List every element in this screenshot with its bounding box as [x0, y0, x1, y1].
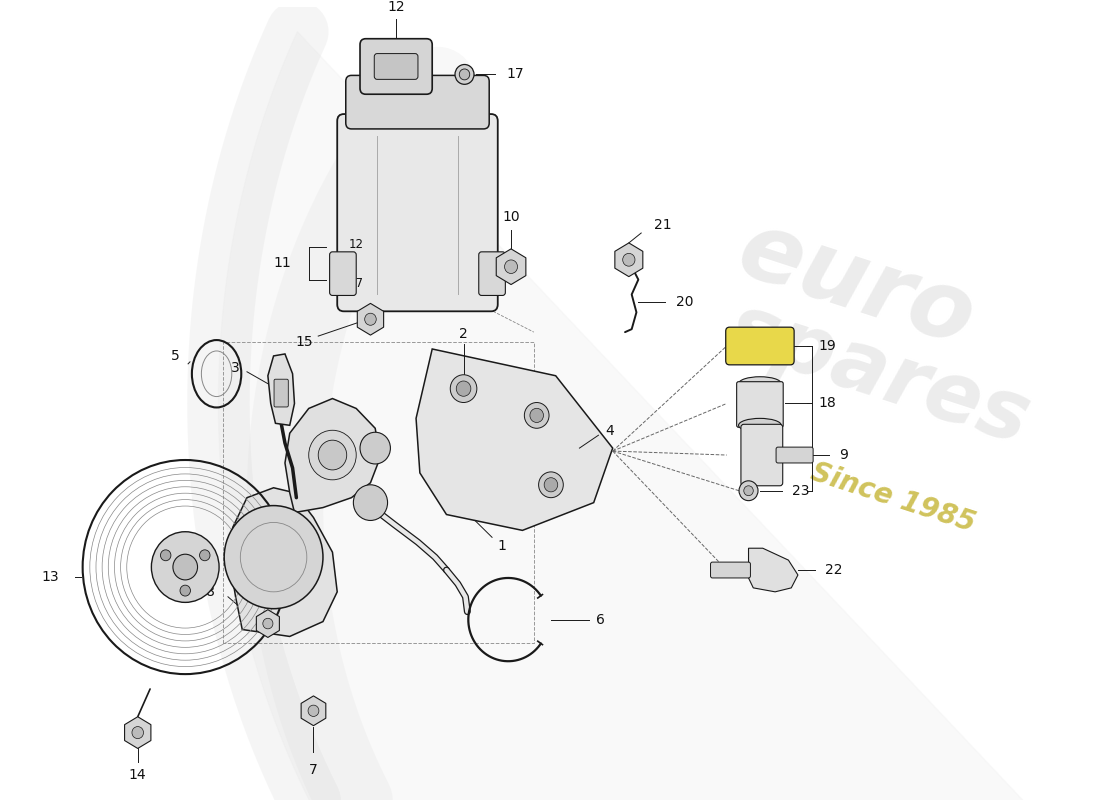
Polygon shape [615, 243, 642, 277]
Circle shape [744, 486, 754, 496]
Text: 11: 11 [273, 256, 292, 270]
Text: 15: 15 [295, 335, 312, 349]
Text: 5: 5 [172, 349, 180, 363]
Circle shape [199, 550, 210, 561]
Polygon shape [496, 249, 526, 285]
Text: 20: 20 [676, 295, 694, 310]
Polygon shape [256, 610, 279, 638]
Circle shape [180, 585, 190, 596]
Circle shape [623, 254, 635, 266]
Polygon shape [358, 303, 384, 335]
FancyBboxPatch shape [374, 54, 418, 79]
Text: Since 1985: Since 1985 [807, 458, 979, 538]
Text: 6: 6 [596, 613, 605, 626]
Circle shape [456, 381, 471, 396]
Text: 12: 12 [387, 0, 405, 14]
Circle shape [353, 485, 387, 521]
Circle shape [360, 432, 390, 464]
Circle shape [505, 260, 517, 274]
FancyBboxPatch shape [360, 38, 432, 94]
Text: 22: 22 [825, 563, 842, 577]
Circle shape [544, 478, 558, 492]
Circle shape [152, 532, 219, 602]
FancyBboxPatch shape [338, 114, 498, 311]
Text: euro: euro [727, 203, 986, 366]
Text: spares: spares [717, 287, 1040, 461]
Text: 2: 2 [459, 327, 468, 341]
Text: 9: 9 [839, 448, 848, 462]
Text: 1: 1 [497, 539, 506, 554]
Polygon shape [268, 354, 295, 426]
Circle shape [173, 554, 198, 580]
Circle shape [530, 408, 543, 422]
Polygon shape [230, 488, 338, 637]
Circle shape [161, 550, 170, 561]
Text: 19: 19 [818, 339, 837, 353]
Polygon shape [124, 717, 151, 749]
Circle shape [263, 618, 273, 629]
Circle shape [460, 69, 470, 80]
Circle shape [308, 705, 319, 717]
Circle shape [739, 481, 758, 501]
Polygon shape [219, 32, 1100, 800]
FancyBboxPatch shape [478, 252, 505, 295]
Circle shape [318, 440, 346, 470]
Text: 8: 8 [207, 585, 216, 599]
Circle shape [450, 374, 477, 402]
Circle shape [132, 726, 143, 738]
Circle shape [525, 402, 549, 428]
Circle shape [309, 430, 356, 480]
Circle shape [455, 65, 474, 84]
Text: 14: 14 [129, 768, 146, 782]
Text: 7: 7 [309, 763, 318, 778]
FancyBboxPatch shape [726, 327, 794, 365]
FancyBboxPatch shape [711, 562, 750, 578]
Text: 13: 13 [42, 570, 59, 584]
Text: 3: 3 [231, 361, 240, 375]
Text: 12: 12 [349, 238, 364, 251]
FancyBboxPatch shape [741, 424, 783, 486]
Text: 4: 4 [605, 424, 614, 438]
Circle shape [365, 314, 376, 326]
Text: 21: 21 [653, 218, 671, 232]
Polygon shape [285, 398, 380, 513]
Circle shape [224, 506, 323, 609]
Text: 23: 23 [792, 484, 810, 498]
Ellipse shape [738, 377, 781, 390]
Polygon shape [301, 696, 326, 726]
FancyBboxPatch shape [777, 447, 813, 463]
Polygon shape [416, 349, 613, 530]
Text: 17: 17 [506, 67, 524, 82]
Text: 17: 17 [349, 277, 364, 290]
Circle shape [539, 472, 563, 498]
Ellipse shape [738, 418, 781, 432]
FancyBboxPatch shape [737, 382, 783, 427]
Polygon shape [748, 548, 797, 592]
Text: 18: 18 [818, 397, 837, 410]
FancyBboxPatch shape [330, 252, 356, 295]
FancyBboxPatch shape [274, 379, 288, 407]
Text: 10: 10 [503, 210, 520, 224]
FancyBboxPatch shape [345, 75, 490, 129]
